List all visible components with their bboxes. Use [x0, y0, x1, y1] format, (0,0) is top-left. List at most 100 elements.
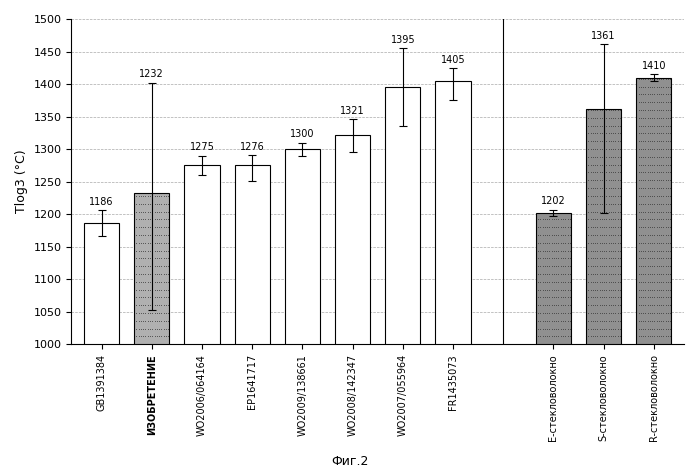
Point [633, 247, 644, 254]
Point [607, 239, 619, 246]
Point [160, 309, 171, 317]
Point [612, 317, 624, 324]
Point [665, 309, 676, 317]
Point [592, 138, 603, 145]
Point [138, 286, 149, 293]
Point [612, 278, 624, 285]
Point [637, 294, 649, 301]
Point [647, 184, 658, 192]
Point [640, 247, 651, 254]
Point [156, 301, 167, 309]
Point [594, 208, 605, 215]
Point [635, 184, 647, 192]
Point [647, 106, 658, 114]
Point [649, 130, 660, 137]
Point [603, 177, 614, 184]
Point [546, 223, 557, 231]
Point [145, 239, 156, 246]
Point [592, 114, 603, 122]
Point [560, 309, 571, 317]
Text: 1410: 1410 [642, 61, 666, 71]
Point [605, 122, 617, 129]
Point [544, 231, 555, 239]
Point [612, 138, 624, 145]
Point [649, 270, 660, 278]
Point [598, 325, 610, 332]
Point [540, 239, 551, 246]
Point [151, 200, 162, 207]
Point [594, 216, 605, 223]
Point [637, 262, 649, 270]
Point [635, 208, 647, 215]
Point [601, 286, 612, 293]
Point [640, 114, 651, 122]
Point [605, 106, 617, 114]
Point [140, 294, 151, 301]
Point [557, 309, 568, 317]
Point [138, 325, 149, 332]
Point [548, 223, 559, 231]
Point [601, 262, 612, 270]
Point [603, 208, 614, 215]
Point [601, 130, 612, 137]
Point [614, 208, 626, 215]
Point [644, 169, 656, 176]
Point [160, 333, 171, 340]
Point [642, 161, 653, 168]
Point [542, 270, 553, 278]
Point [540, 262, 551, 270]
Point [601, 208, 612, 215]
Point [601, 239, 612, 246]
Point [610, 294, 621, 301]
Point [562, 333, 573, 340]
Point [665, 247, 676, 254]
Point [142, 262, 153, 270]
Point [551, 239, 562, 246]
Point [585, 208, 596, 215]
Point [614, 153, 626, 161]
Text: 1276: 1276 [240, 141, 264, 152]
Bar [435, 81, 470, 344]
Point [594, 294, 605, 301]
Point [142, 247, 153, 254]
Point [656, 294, 667, 301]
Point [647, 200, 658, 207]
Point [557, 247, 568, 254]
Point [605, 262, 617, 270]
Text: 1186: 1186 [89, 197, 114, 207]
Point [651, 223, 662, 231]
Point [658, 239, 669, 246]
Point [138, 223, 149, 231]
Point [585, 177, 596, 184]
Point [598, 208, 610, 215]
Point [649, 231, 660, 239]
Point [640, 231, 651, 239]
Point [596, 247, 607, 254]
Point [145, 231, 156, 239]
Point [635, 294, 647, 301]
Point [665, 270, 676, 278]
Point [589, 200, 600, 207]
Point [151, 301, 162, 309]
Point [140, 325, 151, 332]
Point [633, 153, 644, 161]
Point [640, 184, 651, 192]
Point [160, 231, 171, 239]
Point [151, 294, 162, 301]
Point [612, 216, 624, 223]
Point [540, 216, 551, 223]
Point [637, 278, 649, 285]
Point [154, 255, 165, 262]
Point [607, 130, 619, 137]
Point [601, 145, 612, 153]
Point [140, 239, 151, 246]
Point [658, 184, 669, 192]
Point [607, 270, 619, 278]
Point [542, 247, 553, 254]
Point [614, 177, 626, 184]
Point [651, 83, 662, 90]
Point [548, 325, 559, 332]
Point [589, 138, 600, 145]
Point [663, 270, 674, 278]
Point [162, 239, 173, 246]
